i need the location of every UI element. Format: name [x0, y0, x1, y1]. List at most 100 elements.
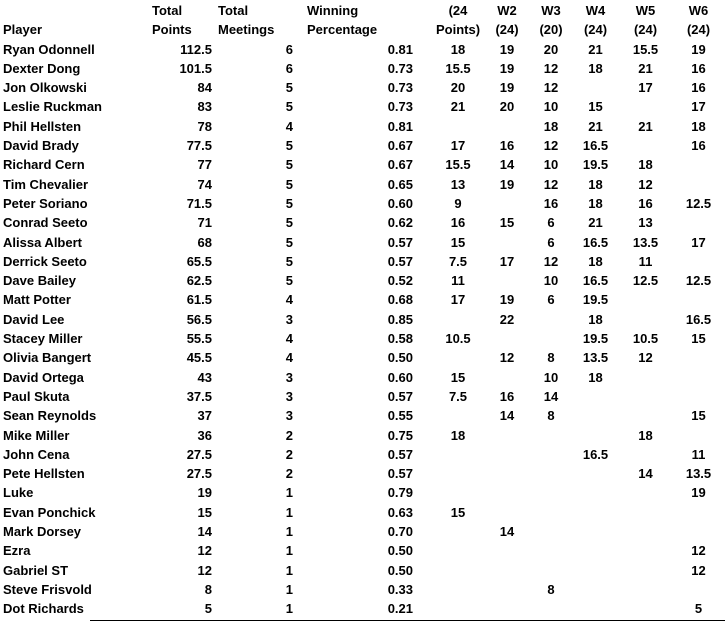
value-cell	[672, 522, 725, 541]
value-cell: 0.50	[387, 562, 413, 578]
value-cell	[530, 483, 572, 502]
value-cell: 77	[197, 157, 212, 173]
value-cell: 37.5	[186, 388, 212, 404]
table-row: Olivia Bangert 45.5 4 0.50 12 8 13.5 12	[0, 348, 725, 367]
header-w6-line2: (24)	[686, 22, 711, 38]
value-cell: 45.5	[186, 350, 212, 366]
value-cell: 16.5	[582, 234, 609, 250]
player-name-cell: Ezra	[3, 543, 31, 559]
value-cell: 17	[691, 99, 706, 115]
value-cell: 18	[588, 369, 603, 385]
value-cell	[572, 464, 619, 483]
value-cell	[619, 561, 672, 580]
value-cell: 2	[285, 446, 293, 462]
value-cell: 19	[499, 292, 515, 308]
value-cell: 3	[285, 408, 293, 424]
value-cell: 12.5	[685, 273, 712, 289]
value-cell: 5	[204, 601, 212, 617]
value-cell	[484, 503, 530, 522]
value-cell: 15	[499, 215, 515, 231]
value-cell	[672, 426, 725, 445]
value-cell: 27.5	[186, 466, 212, 482]
value-cell: 13.5	[582, 350, 609, 366]
value-cell: 17	[450, 138, 466, 154]
value-cell: 5	[285, 253, 293, 269]
value-cell	[619, 580, 672, 599]
value-cell: 7.5	[448, 253, 468, 269]
value-cell: 1	[285, 601, 293, 617]
value-cell: 43	[197, 369, 212, 385]
value-cell: 17	[499, 253, 515, 269]
value-cell: 0.65	[387, 176, 413, 192]
value-cell: 21	[588, 215, 603, 231]
value-cell	[572, 561, 619, 580]
header-w3-line2: (20)	[539, 22, 563, 38]
table-body: Ryan Odonnell 112.5 6 0.81 18 19 20 21 15.5 19 Dex…	[0, 40, 725, 619]
player-name-cell: Sean Reynolds	[3, 408, 97, 424]
table-row: Richard Cern 77 5 0.67 15.5 14 10 19.5 18	[0, 155, 725, 174]
value-cell: 14	[499, 408, 515, 424]
value-cell: 0.81	[387, 41, 413, 57]
value-cell	[432, 117, 484, 136]
header-w4-line2: (24)	[583, 22, 608, 38]
value-cell	[619, 522, 672, 541]
value-cell	[619, 483, 672, 502]
value-cell	[619, 97, 672, 116]
table-row: David Lee 56.5 3 0.85 22 18 16.5	[0, 310, 725, 329]
value-cell	[672, 348, 725, 367]
value-cell	[484, 271, 530, 290]
table-row: Peter Soriano 71.5 5 0.60 9 16 18 16 12.5	[0, 194, 725, 213]
value-cell: 5	[285, 138, 293, 154]
bottom-border-line	[90, 620, 725, 621]
value-cell: 16	[543, 195, 559, 211]
value-cell: 6	[285, 60, 293, 76]
player-name-cell: David Ortega	[3, 369, 84, 385]
table-row: Phil Hellsten 78 4 0.81 18 21 21 18	[0, 117, 725, 136]
value-cell: 101.5	[179, 60, 212, 76]
value-cell: 19.5	[582, 331, 609, 347]
value-cell: 16	[638, 195, 653, 211]
player-name-cell: Gabriel ST	[3, 562, 69, 578]
value-cell: 12	[543, 138, 559, 154]
table-row: Ezra 12 1 0.50 12	[0, 541, 725, 560]
table-row: Steve Frisvold 8 1 0.33 8	[0, 580, 725, 599]
value-cell	[432, 522, 484, 541]
value-cell: 62.5	[186, 273, 212, 289]
table-row: Paul Skuta 37.5 3 0.57 7.5 16 14	[0, 387, 725, 406]
value-cell: 18	[588, 311, 603, 327]
player-name-cell: John Cena	[3, 446, 70, 462]
header-total-points-line2: Points	[152, 22, 192, 38]
player-name-cell: Jon Olkowski	[3, 80, 87, 96]
value-cell: 0.55	[387, 408, 413, 424]
table-row: Tim Chevalier 74 5 0.65 13 19 12 18 12	[0, 175, 725, 194]
player-name-cell: Tim Chevalier	[3, 176, 89, 192]
value-cell	[530, 503, 572, 522]
value-cell: 10	[543, 369, 559, 385]
header-w6-line1: W6	[688, 3, 709, 18]
value-cell: 19	[197, 485, 212, 501]
value-cell	[619, 599, 672, 618]
value-cell: 71	[197, 215, 212, 231]
value-cell	[672, 175, 725, 194]
value-cell: 16	[450, 215, 466, 231]
value-cell: 5	[285, 157, 293, 173]
value-cell: 16.5	[582, 446, 609, 462]
table-row: Mark Dorsey 14 1 0.70 14	[0, 522, 725, 541]
value-cell: 11	[638, 253, 653, 269]
value-cell	[484, 194, 530, 213]
value-cell: 0.57	[387, 388, 413, 404]
value-cell: 15	[450, 369, 466, 385]
value-cell: 4	[285, 118, 293, 134]
value-cell: 19	[499, 41, 515, 57]
player-name-cell: Mark Dorsey	[3, 524, 82, 540]
value-cell: 18	[588, 176, 603, 192]
player-name-cell: Richard Cern	[3, 157, 85, 173]
value-cell	[484, 445, 530, 464]
value-cell	[530, 426, 572, 445]
value-cell	[484, 599, 530, 618]
value-cell: 3	[285, 369, 293, 385]
value-cell: 16	[499, 138, 515, 154]
value-cell	[484, 483, 530, 502]
value-cell: 5	[285, 80, 293, 96]
